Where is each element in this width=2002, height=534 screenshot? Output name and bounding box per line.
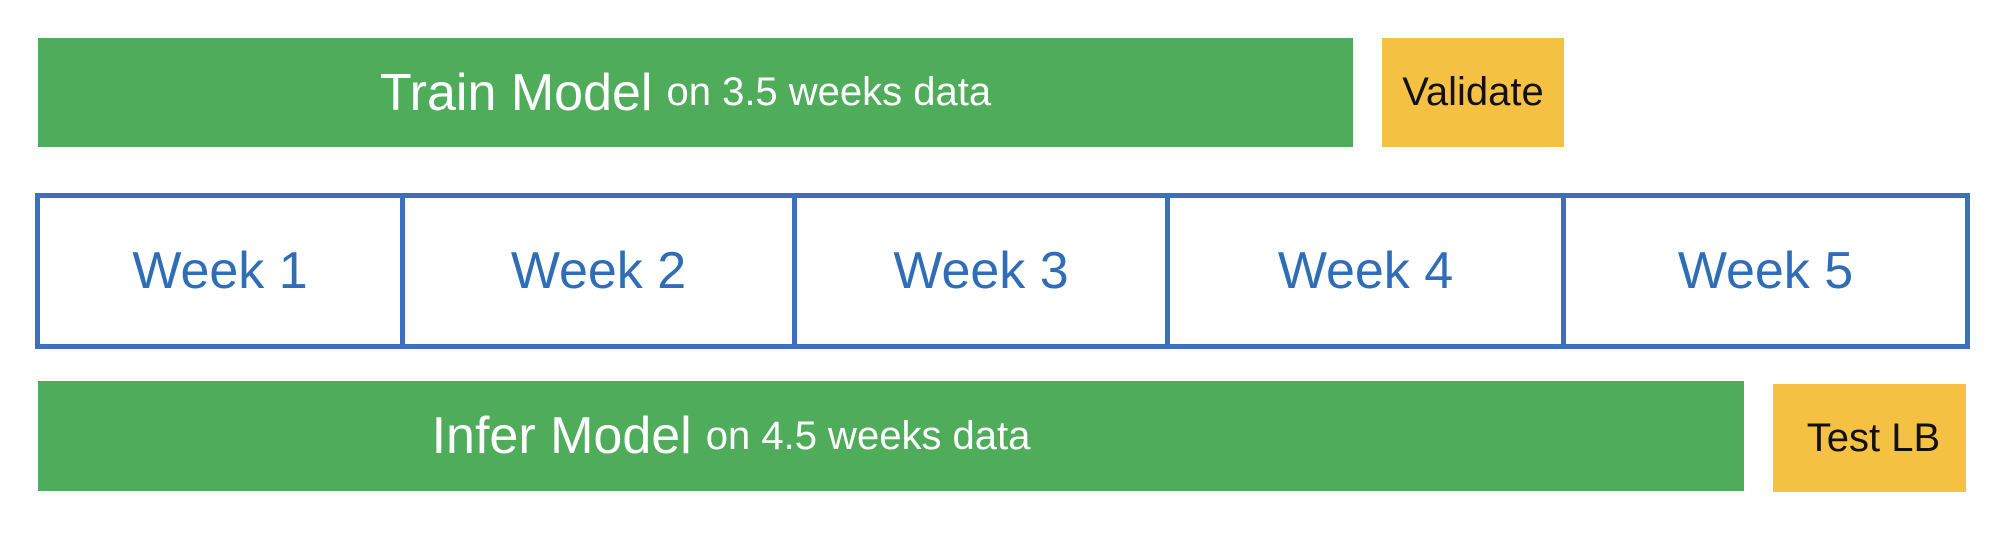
test-lb-label: Test LB	[1806, 415, 1941, 460]
train-model-detail: on 3.5 weeks data	[666, 70, 992, 114]
week-label: Week 4	[1277, 242, 1454, 300]
infer-model-bar: Infer Model on 4.5 weeks data	[38, 381, 1744, 491]
infer-model-detail: on 4.5 weeks data	[705, 413, 1031, 458]
week-label: Week 5	[1677, 242, 1854, 300]
weeks-timeline: Week 1 Week 2 Week 3 Week 4 Week 5	[35, 193, 1970, 349]
train-model-bar: Train Model on 3.5 weeks data	[38, 38, 1353, 147]
week-cell: Week 3	[797, 198, 1170, 344]
week-cell: Week 5	[1566, 198, 1965, 344]
train-model-title: Train Model	[379, 63, 653, 122]
week-label: Week 1	[132, 242, 308, 300]
validate-label: Validate	[1402, 70, 1544, 114]
week-label: Week 2	[510, 242, 687, 300]
validate-box: Validate	[1382, 38, 1564, 147]
test-lb-box: Test LB	[1773, 384, 1966, 492]
infer-model-title: Infer Model	[431, 407, 692, 465]
week-cell: Week 4	[1170, 198, 1566, 344]
week-label: Week 3	[893, 242, 1069, 300]
week-cell: Week 1	[40, 198, 405, 344]
week-cell: Week 2	[405, 198, 797, 344]
